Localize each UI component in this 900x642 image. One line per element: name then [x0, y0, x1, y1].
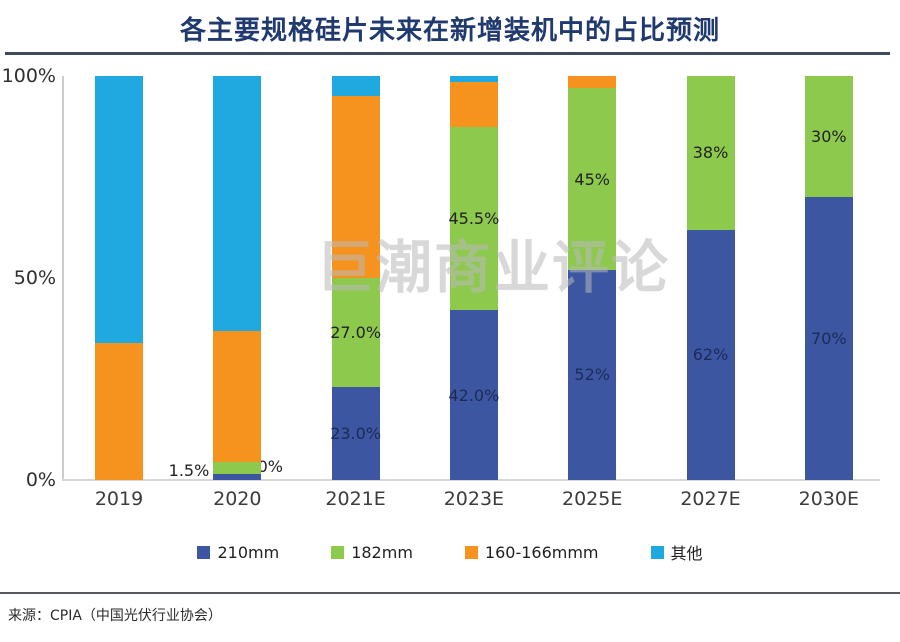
legend-item-160-166mmm: 160-166mmm: [464, 542, 599, 562]
bar-segment-160-166mmm-2020: [213, 330, 262, 462]
segment-label: 30%: [811, 127, 847, 147]
bar-segment-160-166mmm-2019: [95, 342, 143, 480]
bar-segment-182mm-2030E: 30%: [804, 76, 853, 198]
bar-segment-182mm-2020: [213, 461, 262, 474]
x-axis-label-2030E: 2030E: [798, 488, 859, 510]
bottom-divider: [0, 592, 900, 594]
segment-label: 45%: [574, 169, 610, 189]
x-axis-label-2020: 2020: [213, 488, 262, 510]
bar-segment-210mm-2025E: 52%: [568, 269, 617, 480]
segment-label: 27.0%: [330, 323, 382, 343]
segment-label: 62%: [692, 345, 729, 365]
legend-item-182mm: 182mm: [331, 543, 413, 562]
y-axis-tick-0: 0%: [25, 469, 56, 491]
bar-segment-160-166mmm-2021E: [331, 96, 380, 278]
chart-title: 各主要规格硅片未来在新增装机中的占比预测: [179, 16, 720, 46]
legend-swatch-icon: [331, 545, 345, 559]
y-axis-line: [62, 76, 64, 480]
bar-segment-182mm-2025E: 45%: [568, 88, 617, 270]
segment-label: 52%: [574, 365, 610, 385]
legend: 210mm 182mm 160-166mmm 其他: [0, 540, 900, 564]
bar-segment-210mm-2020: [213, 473, 262, 480]
x-axis-label-2027E: 2027E: [680, 488, 741, 510]
bar-segment-182mm-2027E: 38%: [686, 76, 735, 230]
bar-segment-其他-2019: [95, 76, 143, 343]
bar-segment-其他-2021E: [331, 76, 380, 97]
bar-segment-210mm-2030E: 70%: [804, 197, 853, 480]
x-axis-label-2019: 2019: [94, 488, 144, 510]
segment-label: 23.0%: [330, 424, 382, 444]
legend-label: 160-166mmm: [484, 542, 599, 562]
bar-segment-其他-2020: [213, 76, 262, 331]
bar-segment-210mm-2023E: 42.0%: [448, 310, 500, 480]
x-axis-label-2023E: 2023E: [443, 488, 505, 510]
bar-segment-160-166mmm-2025E: [568, 76, 617, 89]
x-axis-label-2025E: 2025E: [562, 488, 623, 510]
legend-swatch-icon: [464, 545, 478, 559]
legend-label: 210mm: [217, 542, 280, 562]
bar-segment-210mm-2027E: 62%: [686, 229, 735, 480]
legend-item-210mm: 210mm: [197, 543, 279, 562]
legend-swatch-icon: [650, 545, 664, 559]
segment-label-outside: 1.5%: [168, 461, 210, 480]
bar-segment-182mm-2021E: 27.0%: [330, 278, 382, 388]
legend-label: 182mm: [351, 542, 413, 562]
title-underline: [5, 52, 890, 55]
bar-segment-182mm-2023E: 45.5%: [448, 126, 500, 311]
bar-segment-160-166mmm-2023E: [449, 82, 498, 127]
segment-label: 70%: [811, 329, 847, 349]
plot-area: 1.5% 3.0% 23.0% 27.0% 42.0% 45.5% 52% 45% 62% 38%…: [62, 76, 880, 481]
legend-item-其他: 其他: [650, 540, 703, 564]
bar-segment-210mm-2021E: 23.0%: [330, 387, 382, 480]
x-axis-label-2021E: 2021E: [325, 488, 386, 510]
y-axis-tick-50: 50%: [13, 267, 56, 289]
segment-label: 38%: [692, 143, 729, 163]
bar-segment-其他-2023E: [449, 76, 498, 83]
x-axis-line: [62, 479, 880, 481]
source-text: 来源：CPIA（中国光伏行业协会）: [8, 608, 222, 624]
y-axis-tick-100: 100%: [1, 65, 56, 87]
legend-swatch-icon: [197, 545, 211, 559]
segment-label: 45.5%: [448, 208, 500, 228]
legend-label: 其他: [670, 544, 703, 563]
segment-label: 42.0%: [448, 385, 500, 405]
